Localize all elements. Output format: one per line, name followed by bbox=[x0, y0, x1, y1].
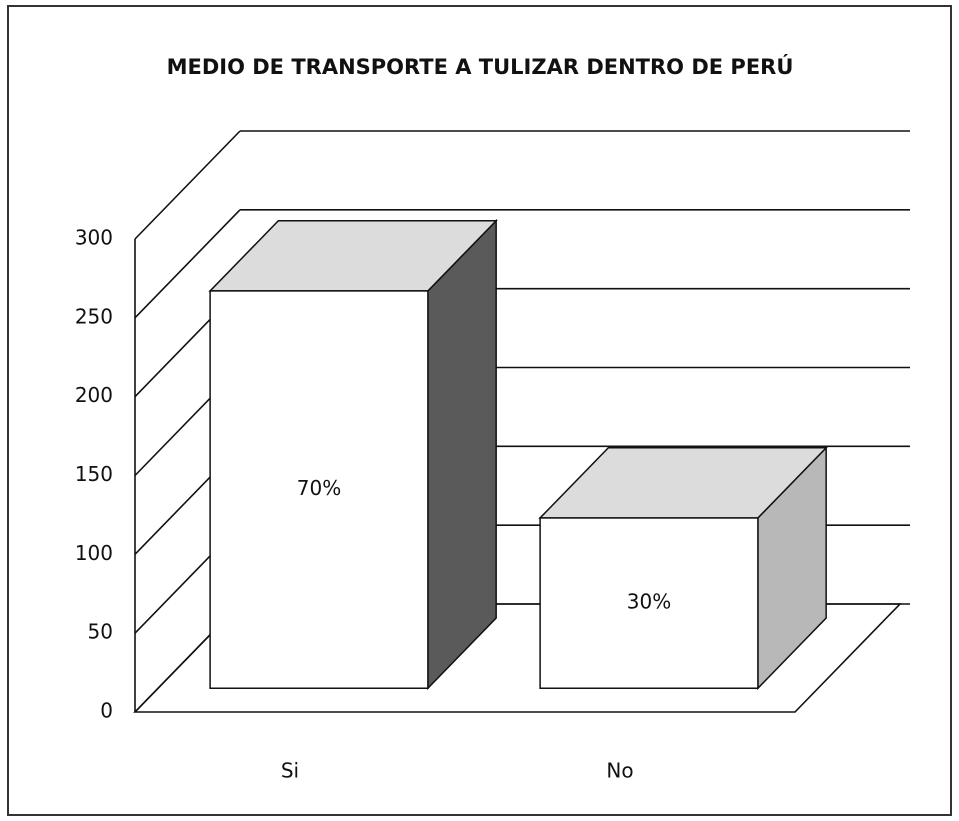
grid-line bbox=[134, 130, 241, 240]
y-tick-label: 100 bbox=[75, 541, 113, 565]
y-tick-label: 200 bbox=[75, 383, 113, 407]
x-tick-label: Si bbox=[281, 759, 299, 783]
y-tick-label: 300 bbox=[75, 226, 113, 250]
data-label: 70% bbox=[297, 476, 341, 500]
bar bbox=[209, 290, 429, 689]
y-tick-label: 0 bbox=[100, 699, 113, 723]
bar bbox=[539, 517, 759, 689]
bar-side bbox=[427, 218, 497, 691]
y-tick-label: 250 bbox=[75, 304, 113, 328]
grid-line bbox=[134, 209, 241, 319]
chart-title: MEDIO DE TRANSPORTE A TULIZAR DENTRO DE … bbox=[167, 54, 794, 79]
x-tick-label: No bbox=[606, 759, 633, 783]
y-tick-label: 50 bbox=[88, 620, 113, 644]
data-label: 30% bbox=[627, 590, 671, 614]
y-tick-label: 150 bbox=[75, 462, 113, 486]
